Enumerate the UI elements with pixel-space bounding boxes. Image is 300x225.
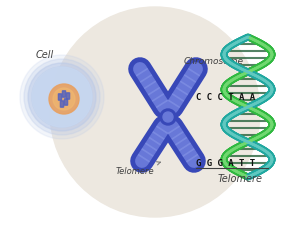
FancyBboxPatch shape <box>64 99 68 106</box>
Circle shape <box>50 8 260 217</box>
Text: Cell: Cell <box>36 50 54 60</box>
Text: G G G A T T: G G G A T T <box>196 158 255 167</box>
Circle shape <box>32 68 92 127</box>
FancyBboxPatch shape <box>58 94 61 101</box>
FancyBboxPatch shape <box>62 91 66 98</box>
Circle shape <box>160 110 176 126</box>
Circle shape <box>163 112 173 122</box>
FancyBboxPatch shape <box>60 101 64 108</box>
Text: Chromosome: Chromosome <box>184 57 244 66</box>
Circle shape <box>24 60 100 135</box>
Text: C C C T A A: C C C T A A <box>196 93 255 101</box>
Text: Telomere: Telomere <box>218 173 263 183</box>
Circle shape <box>20 56 104 139</box>
Circle shape <box>53 89 75 110</box>
FancyBboxPatch shape <box>66 93 70 100</box>
Circle shape <box>49 85 79 115</box>
Circle shape <box>32 68 92 127</box>
Text: Telomere: Telomere <box>116 162 160 175</box>
Circle shape <box>28 64 96 131</box>
